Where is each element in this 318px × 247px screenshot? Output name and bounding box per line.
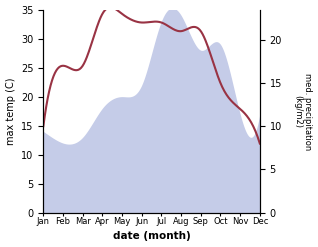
Y-axis label: med. precipitation
(kg/m2): med. precipitation (kg/m2) <box>293 73 313 150</box>
Y-axis label: max temp (C): max temp (C) <box>5 77 16 145</box>
X-axis label: date (month): date (month) <box>113 231 190 242</box>
